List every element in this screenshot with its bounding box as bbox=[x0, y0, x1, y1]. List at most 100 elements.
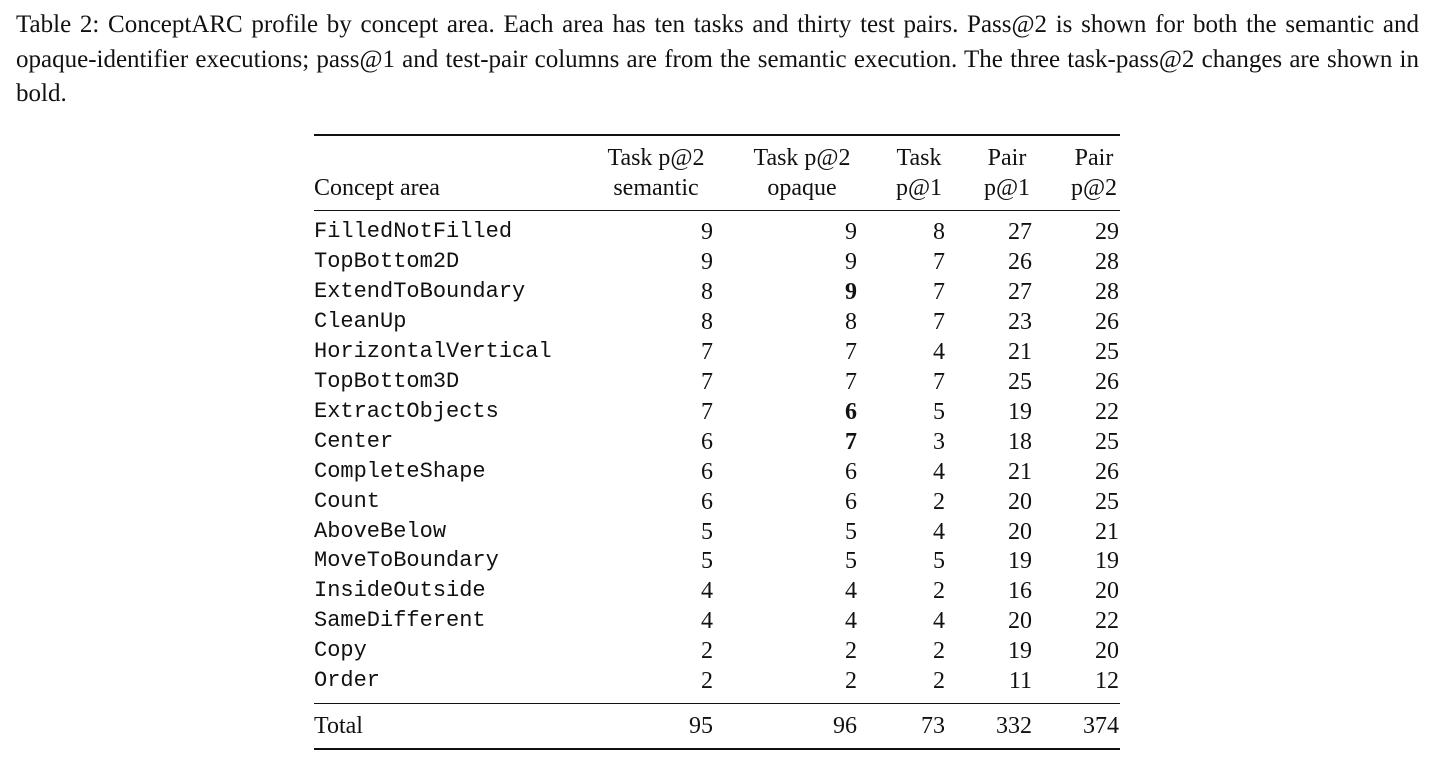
table-cell: 18 bbox=[1008, 428, 1032, 455]
table-cell: 7 bbox=[845, 428, 857, 455]
table-cell: 20 bbox=[1008, 488, 1032, 515]
table-cell: 5 bbox=[701, 518, 713, 545]
table-cell: 332 bbox=[996, 713, 1032, 739]
table-caption: Table 2: ConceptARC profile by concept a… bbox=[16, 11, 1419, 107]
table-cell: 21 bbox=[1008, 338, 1032, 365]
column-header: Task bbox=[896, 145, 942, 171]
table-cell: 2 bbox=[933, 488, 945, 515]
row-label: SameDifferent bbox=[314, 608, 486, 634]
row-label: MoveToBoundary bbox=[314, 548, 499, 574]
table-cell: 7 bbox=[845, 368, 857, 395]
table-cell: 25 bbox=[1095, 428, 1119, 455]
table-cell: 4 bbox=[701, 608, 713, 635]
row-label: ExtractObjects bbox=[314, 398, 499, 424]
table-cell: 7 bbox=[701, 368, 713, 395]
table-cell: 6 bbox=[701, 488, 713, 515]
row-label: AboveBelow bbox=[314, 518, 447, 544]
table-cell: 5 bbox=[845, 518, 857, 545]
table-cell: 2 bbox=[933, 638, 945, 665]
table-cell: 19 bbox=[1008, 398, 1032, 425]
table-cell: 28 bbox=[1095, 248, 1119, 275]
row-label: CompleteShape bbox=[314, 458, 486, 484]
table-cell: 2 bbox=[933, 578, 945, 605]
table-cell: 2 bbox=[845, 668, 857, 695]
table-cell: 25 bbox=[1095, 338, 1119, 365]
row-label: HorizontalVertical bbox=[314, 338, 552, 364]
row-label: Center bbox=[314, 428, 394, 454]
row-label: FilledNotFilled bbox=[314, 219, 513, 244]
table-cell: 5 bbox=[701, 548, 713, 575]
row-label: Copy bbox=[314, 638, 367, 664]
table-cell: 21 bbox=[1008, 458, 1032, 485]
table-cell: 4 bbox=[701, 578, 713, 605]
column-header: Task p@2 bbox=[607, 145, 705, 171]
table-cell: 6 bbox=[845, 398, 857, 425]
table-cell: 19 bbox=[1008, 548, 1032, 575]
column-header: Pair bbox=[1074, 145, 1114, 171]
column-header: opaque bbox=[767, 175, 837, 201]
table-cell: 25 bbox=[1008, 368, 1032, 395]
row-label: CleanUp bbox=[314, 308, 407, 334]
row-label: Count bbox=[314, 488, 381, 514]
table-cell: 2 bbox=[701, 638, 713, 665]
bottom-rule bbox=[314, 748, 1120, 750]
table-cell: 8 bbox=[845, 308, 857, 335]
table-cell: 73 bbox=[921, 713, 945, 739]
table-cell: 27 bbox=[1008, 278, 1032, 305]
table-cell: 4 bbox=[933, 458, 945, 485]
table-cell: 7 bbox=[701, 338, 713, 365]
table-cell: 4 bbox=[845, 578, 857, 605]
table-cell: 16 bbox=[1008, 578, 1032, 605]
table-cell: 2 bbox=[933, 668, 945, 695]
table-cell: 22 bbox=[1095, 398, 1119, 425]
table-cell: 6 bbox=[701, 458, 713, 485]
table-cell: 23 bbox=[1008, 308, 1032, 335]
row-label: ExtendToBoundary bbox=[314, 278, 526, 304]
table-cell: 11 bbox=[1008, 668, 1032, 695]
table-cell: 26 bbox=[1008, 248, 1032, 275]
column-header: p@2 bbox=[1070, 175, 1118, 201]
table-cell: 7 bbox=[701, 398, 713, 425]
row-label: TopBottom3D bbox=[314, 368, 460, 394]
table-cell: 27 bbox=[1008, 219, 1032, 245]
table-cell: 7 bbox=[933, 248, 945, 275]
table-cell: 5 bbox=[933, 548, 945, 575]
row-label: InsideOutside bbox=[314, 578, 486, 604]
row-label: Order bbox=[314, 668, 381, 694]
table-cell: 95 bbox=[689, 713, 713, 739]
table-cell: 7 bbox=[933, 368, 945, 395]
table-cell: 20 bbox=[1008, 518, 1032, 545]
table-cell: 26 bbox=[1095, 368, 1119, 395]
table-cell: 19 bbox=[1008, 638, 1032, 665]
table-cell: 4 bbox=[933, 608, 945, 635]
table-cell: 5 bbox=[845, 548, 857, 575]
row-label: Total bbox=[314, 713, 363, 739]
top-rule bbox=[314, 134, 1120, 136]
table-cell: 9 bbox=[845, 219, 857, 245]
total-rule bbox=[314, 703, 1120, 704]
table-cell: 20 bbox=[1095, 638, 1119, 665]
table-cell: 3 bbox=[933, 428, 945, 455]
table-cell: 22 bbox=[1095, 608, 1119, 635]
column-header: p@1 bbox=[983, 175, 1031, 201]
table-cell: 7 bbox=[845, 338, 857, 365]
table-cell: 6 bbox=[845, 488, 857, 515]
table-cell: 2 bbox=[845, 638, 857, 665]
table-cell: 374 bbox=[1083, 713, 1119, 739]
column-header: semantic bbox=[613, 175, 699, 201]
table-cell: 96 bbox=[833, 713, 857, 739]
table-cell: 12 bbox=[1095, 668, 1119, 695]
column-header: Task p@2 bbox=[753, 145, 851, 171]
table-cell: 9 bbox=[701, 248, 713, 275]
table-cell: 9 bbox=[845, 278, 857, 305]
table-cell: 6 bbox=[845, 458, 857, 485]
table-cell: 29 bbox=[1095, 219, 1119, 245]
row-label: TopBottom2D bbox=[314, 248, 460, 274]
table-cell: 4 bbox=[845, 608, 857, 635]
table-cell: 8 bbox=[933, 219, 945, 245]
header-rule bbox=[314, 210, 1120, 211]
table-cell: 20 bbox=[1095, 578, 1119, 605]
column-header: Concept area bbox=[314, 175, 440, 201]
table-cell: 7 bbox=[933, 308, 945, 335]
